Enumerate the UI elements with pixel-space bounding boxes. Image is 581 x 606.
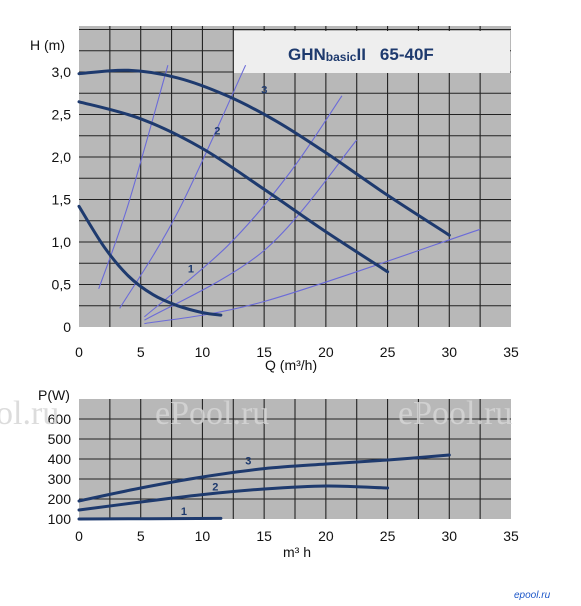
power-curve-label-1: 1 <box>181 506 187 518</box>
watermark: ol.ru ePool.ru ePool.ru <box>0 395 512 432</box>
power-x-tick-label: 25 <box>380 528 396 544</box>
power-curve-label-2: 2 <box>212 482 218 494</box>
head-y-tick-label: 3,0 <box>52 64 72 80</box>
head-x-tick-label: 0 <box>75 344 83 360</box>
power-x-tick-label: 30 <box>441 528 457 544</box>
power-x-tick-label: 5 <box>137 528 145 544</box>
head-x-tick-label: 15 <box>256 344 272 360</box>
power-x-ticks: 0 5 10 15 20 25 30 35 <box>75 528 519 544</box>
head-flow-chart: GHNbasicII 65-40F 1 2 3 0 0,5 1,0 1,5 2,0 2,5 3,0… <box>30 26 519 373</box>
head-curves: 1 2 3 <box>77 68 451 317</box>
head-y-tick-label: 1,5 <box>52 192 72 208</box>
head-x-tick-label: 10 <box>195 344 211 360</box>
head-x-tick-label: 35 <box>503 344 519 360</box>
power-grid <box>79 399 511 519</box>
power-y-ticks: 100 200 300 400 500 600 <box>48 411 72 527</box>
head-y-tick-label: 0 <box>63 319 71 335</box>
power-curve-2 <box>77 484 390 512</box>
system-curve-line <box>98 65 169 289</box>
head-curve-label-3: 3 <box>261 85 267 97</box>
head-curve-label-1: 1 <box>188 263 194 275</box>
head-y-tick-label: 0,5 <box>52 277 72 293</box>
power-curves: 1 2 3 <box>77 453 451 521</box>
head-y-tick-label: 2,5 <box>52 107 72 123</box>
power-x-tick-label: 0 <box>75 528 83 544</box>
head-x-ticks: 0 5 10 15 20 25 30 35 <box>75 344 519 360</box>
head-y-axis-title: H (m) <box>30 37 65 53</box>
power-y-tick-label: 500 <box>48 431 72 447</box>
watermark-text-left: ol.ru <box>0 395 59 432</box>
power-y-tick-label: 100 <box>48 511 72 527</box>
power-y-axis-title: P(W) <box>38 387 70 403</box>
brand-logo: epool.ru <box>514 590 551 601</box>
head-curve-3 <box>77 68 451 237</box>
head-y-tick-label: 2,0 <box>52 149 72 165</box>
power-flow-chart: 1 2 3 100 200 300 400 500 600 0 5 10 15 20 25 30 35 P(… <box>38 387 519 560</box>
power-curve-1 <box>77 516 223 521</box>
power-curve-label-3: 3 <box>245 456 251 468</box>
head-x-tick-label: 20 <box>318 344 334 360</box>
power-x-tick-label: 35 <box>503 528 519 544</box>
head-y-ticks: 0 0,5 1,0 1,5 2,0 2,5 3,0 <box>52 64 72 335</box>
head-x-axis-title: Q (m³/h) <box>265 357 317 373</box>
power-x-tick-label: 10 <box>195 528 211 544</box>
head-x-tick-label: 5 <box>137 344 145 360</box>
model-title-box <box>234 31 510 73</box>
power-curve-3 <box>77 453 451 503</box>
head-y-tick-label: 1,0 <box>52 234 72 250</box>
system-curve-line <box>144 228 481 325</box>
watermark-text-right: ePool.ru <box>398 395 512 432</box>
power-y-tick-label: 400 <box>48 451 72 467</box>
model-title: GHNbasicII 65-40F <box>288 45 434 64</box>
head-curve-2 <box>77 100 390 274</box>
head-x-tick-label: 30 <box>441 344 457 360</box>
head-curve-1 <box>77 204 223 317</box>
power-y-tick-label: 600 <box>48 411 72 427</box>
watermark-text-center: ePool.ru <box>155 395 269 432</box>
system-curve-line <box>144 95 343 318</box>
power-y-tick-label: 300 <box>48 471 72 487</box>
head-x-tick-label: 25 <box>380 344 396 360</box>
power-x-axis-title: m³ h <box>283 544 311 560</box>
power-x-tick-label: 15 <box>256 528 272 544</box>
power-x-tick-label: 20 <box>318 528 334 544</box>
power-y-tick-label: 200 <box>48 491 72 507</box>
head-curve-label-2: 2 <box>214 125 220 137</box>
